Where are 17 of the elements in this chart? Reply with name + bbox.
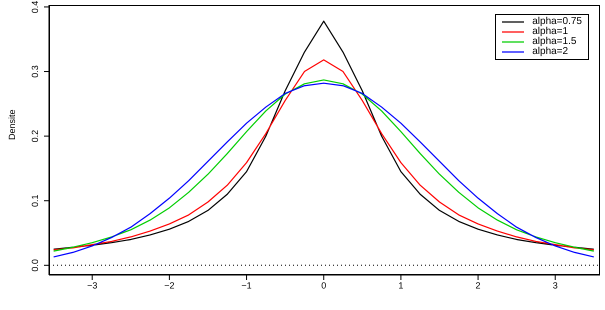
legend-label: alpha=1.5: [532, 36, 576, 47]
legend-label: alpha=1: [532, 26, 568, 37]
y-tick-label: 0.0: [30, 259, 40, 272]
x-tick-label: −3: [87, 280, 98, 290]
x-tick-label: 2: [476, 280, 481, 290]
x-tick-label: −2: [164, 280, 175, 290]
x-tick-label: −1: [241, 280, 252, 290]
x-tick-label: 0: [321, 280, 326, 290]
y-tick-label: 0.3: [30, 65, 40, 78]
x-tick-label: 3: [552, 280, 558, 290]
y-tick-label: 0.4: [30, 0, 40, 14]
y-axis-title: Densite: [7, 109, 18, 140]
legend-label: alpha=0.75: [532, 16, 582, 27]
y-tick-label: 0.2: [30, 130, 40, 142]
legend-label: alpha=2: [532, 46, 568, 57]
x-tick-label: 1: [398, 280, 404, 290]
y-tick-label: 0.1: [30, 194, 40, 207]
